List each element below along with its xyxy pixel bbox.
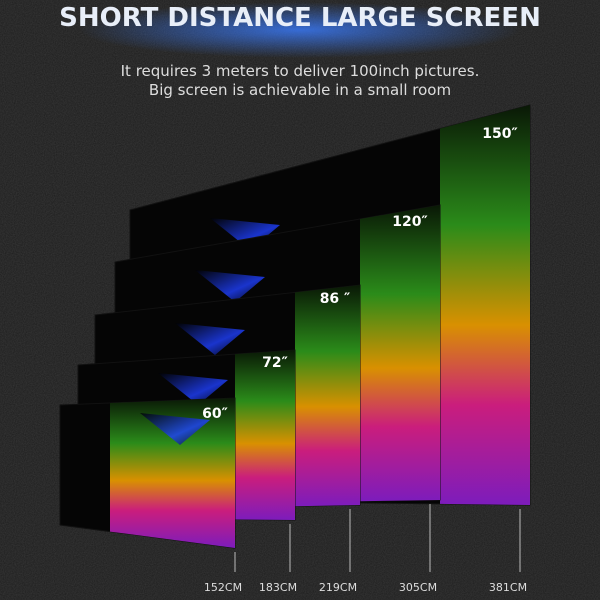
subtitle: Big screen is achievable in a small room (149, 81, 451, 99)
screen-streak (158, 373, 228, 405)
title-glow (80, 2, 520, 58)
screen-streak (195, 270, 265, 302)
subtitle: It requires 3 meters to deliver 100inch … (121, 62, 480, 80)
screens: 150″ 381CM 120″ 305CM 86 ″ 219CM 72″ 183CM 60″ 15… (59, 104, 531, 594)
screen-size: 72″ (262, 355, 288, 371)
title: SHORT DISTANCE LARGE SCREEN (59, 3, 541, 33)
screen-size: 120″ (392, 214, 427, 230)
screen-image (440, 105, 530, 505)
screen-streak (210, 218, 280, 250)
distance-label: 152CM (204, 581, 242, 594)
distance-label: 219CM (319, 581, 357, 594)
distance-label: 381CM (489, 581, 527, 594)
screen-image (295, 285, 360, 507)
screen-size: 60″ (202, 406, 228, 422)
screen-streak (175, 323, 245, 355)
screen-size: 86 ″ (320, 291, 351, 307)
screen-size: 150″ (482, 126, 517, 142)
screen-streak (140, 413, 210, 445)
screen-image (235, 350, 295, 520)
distance-label: 183CM (259, 581, 297, 594)
screen-image (110, 398, 235, 548)
screen-image (360, 205, 440, 502)
distance-label: 305CM (399, 581, 437, 594)
